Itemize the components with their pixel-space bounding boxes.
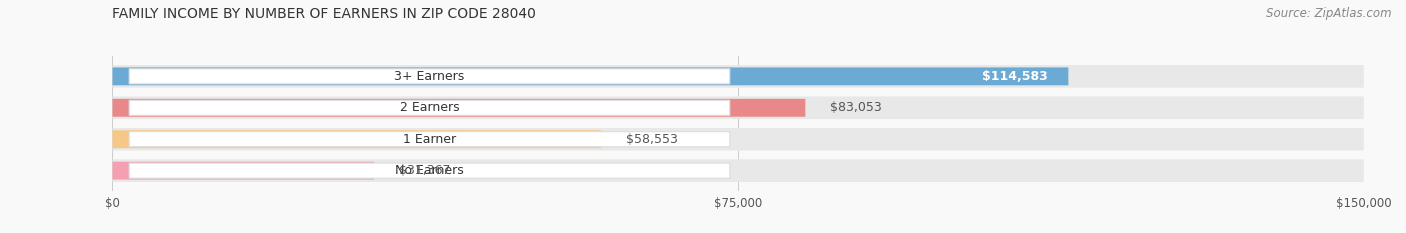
Text: $58,553: $58,553 (626, 133, 678, 146)
FancyBboxPatch shape (112, 162, 374, 180)
Text: No Earners: No Earners (395, 164, 464, 177)
FancyBboxPatch shape (129, 163, 730, 178)
Text: $31,367: $31,367 (399, 164, 451, 177)
Text: 1 Earner: 1 Earner (404, 133, 456, 146)
Text: FAMILY INCOME BY NUMBER OF EARNERS IN ZIP CODE 28040: FAMILY INCOME BY NUMBER OF EARNERS IN ZI… (112, 7, 536, 21)
FancyBboxPatch shape (112, 130, 600, 148)
FancyBboxPatch shape (112, 65, 1364, 88)
Text: $114,583: $114,583 (981, 70, 1047, 83)
FancyBboxPatch shape (112, 96, 1364, 119)
Text: 2 Earners: 2 Earners (399, 101, 460, 114)
FancyBboxPatch shape (112, 128, 1364, 151)
FancyBboxPatch shape (129, 132, 730, 147)
Text: Source: ZipAtlas.com: Source: ZipAtlas.com (1267, 7, 1392, 20)
FancyBboxPatch shape (112, 99, 806, 117)
FancyBboxPatch shape (129, 69, 730, 84)
FancyBboxPatch shape (112, 159, 1364, 182)
Text: 3+ Earners: 3+ Earners (394, 70, 464, 83)
Text: $83,053: $83,053 (831, 101, 882, 114)
FancyBboxPatch shape (112, 67, 1069, 85)
FancyBboxPatch shape (129, 100, 730, 115)
